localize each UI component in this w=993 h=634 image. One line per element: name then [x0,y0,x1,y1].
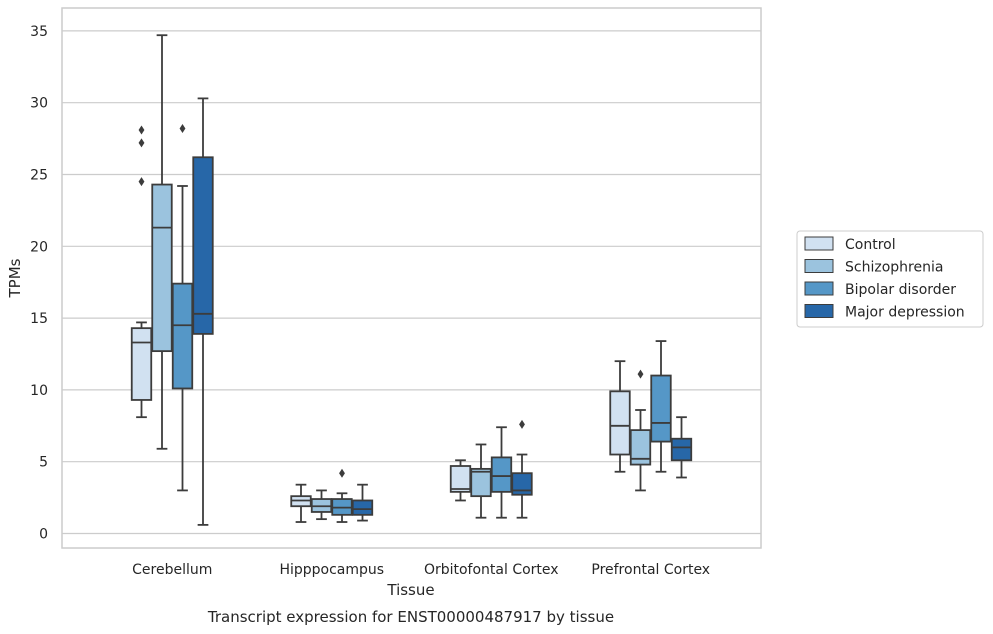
outlier-point [138,125,145,135]
series-schizophrenia [151,34,652,521]
box [151,34,173,450]
box-iqr [171,282,194,390]
chart-caption: Transcript expression for ENST0000048791… [207,608,614,626]
box [351,483,374,522]
box-iqr [629,429,652,466]
outlier-point [637,369,644,379]
box-iqr [192,156,214,335]
legend: Control Schizophrenia Bipolar disorder Majo… [796,230,984,328]
box [670,416,693,479]
box-iqr [449,465,472,493]
box-iqr [511,472,533,496]
y-tick-label: 30 [30,96,48,112]
box-iqr [351,499,374,516]
x-tick-label: Cerebellum [132,562,212,578]
legend-swatch [804,236,834,251]
box [290,483,312,523]
box [650,340,672,473]
legend-swatch [804,304,834,318]
x-tick-label: Hipppocampus [279,562,384,578]
y-tick-label: 25 [30,168,48,184]
box [449,459,472,502]
box [470,443,492,519]
outlier-point [179,124,186,134]
y-tick-label: 20 [30,239,48,255]
box-iqr [470,467,492,498]
legend-swatch [804,281,834,296]
box-series [130,34,693,526]
box [331,468,353,523]
y-tick-label: 35 [30,24,48,40]
box-iqr [151,183,173,353]
box [310,489,333,521]
outlier-point [138,138,145,148]
box [192,97,214,526]
box-iqr [650,374,672,443]
series-major-depression [192,97,693,526]
legend-entry: Schizophrenia [845,260,943,276]
legend-swatch [804,259,834,273]
box-iqr [130,327,153,401]
box [511,419,533,519]
outlier-point [519,419,525,429]
outlier-point [339,468,345,478]
y-tick-label: 0 [39,527,48,543]
series-control [130,125,631,523]
y-tick-label: 10 [30,383,48,399]
x-tick-label: Prefrontal Cortex [591,562,710,578]
legend-entry: Major depression [845,305,965,321]
y-tick-label: 5 [39,455,48,471]
x-tick-label: Orbitofontal Cortex [424,562,559,578]
legend-frame [796,230,984,328]
legend-entry: Control [845,237,896,253]
y-axis-label: TPMs [6,258,24,298]
box [130,125,153,419]
series-bipolar-disorder [171,124,672,523]
x-axis-label: Tissue [386,581,434,599]
y-tick-label: 15 [30,311,48,327]
legend-entry: Bipolar disorder [845,282,956,298]
y-axis-ticks: 0 5 10 15 20 25 30 35 [30,24,48,543]
box-iqr [609,390,631,456]
outlier-point [138,177,145,187]
x-axis-ticks: Cerebellum Hipppocampus Orbitofontal Corte… [132,562,710,578]
box-iqr [670,437,693,462]
box [171,124,194,492]
box [609,360,631,473]
box [629,369,652,492]
box-iqr [490,456,513,493]
box [490,426,513,519]
